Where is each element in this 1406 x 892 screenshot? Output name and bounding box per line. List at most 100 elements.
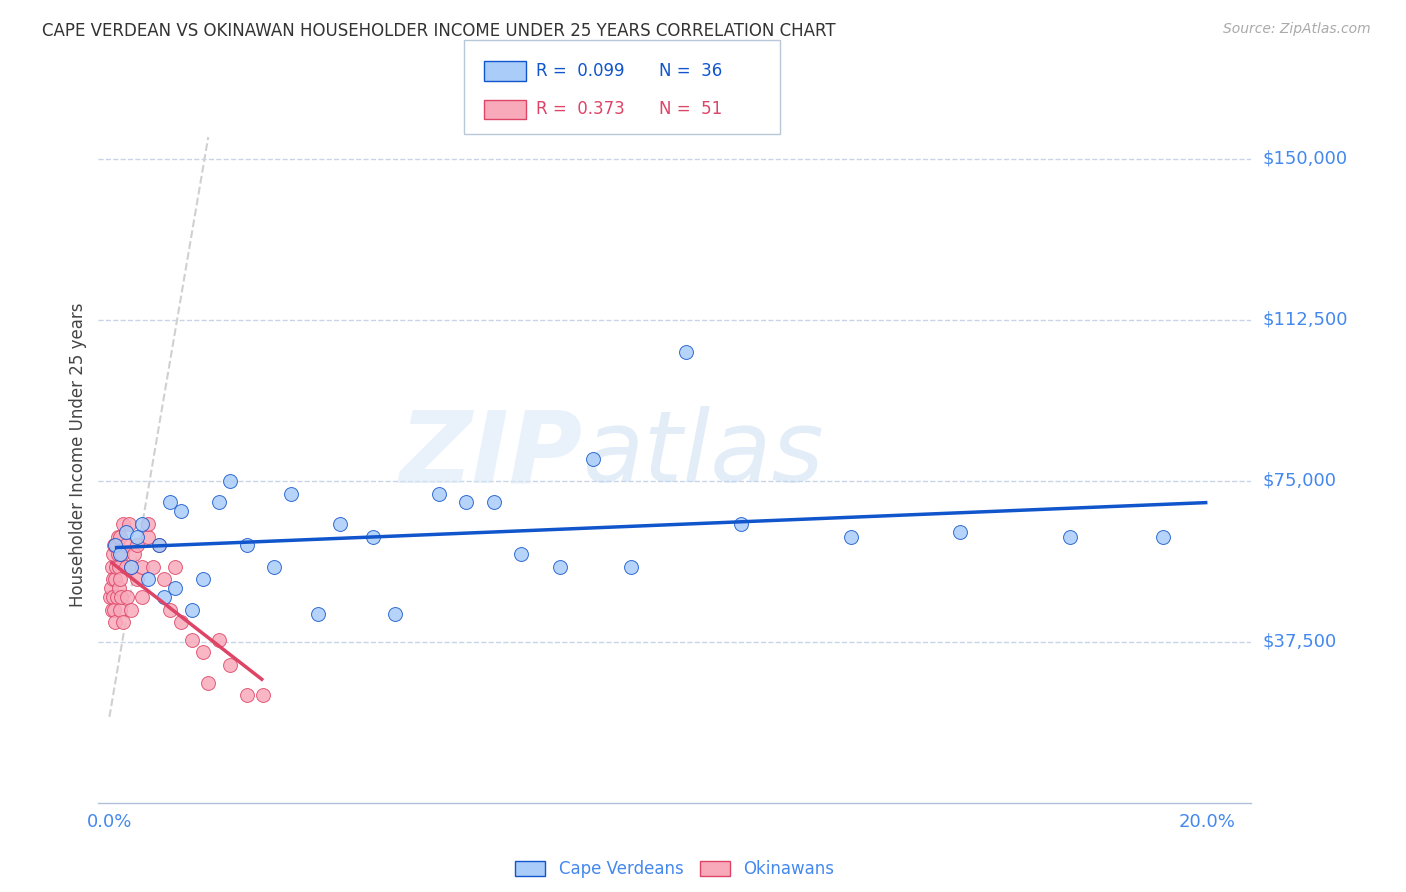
Point: [111, 516, 134, 531]
Point: [153, 590, 176, 604]
Text: ZIP: ZIP: [399, 407, 582, 503]
Point: [101, 559, 124, 574]
Point: [219, 474, 242, 488]
Point: [191, 573, 214, 587]
Y-axis label: Householder Income Under 25 years: Householder Income Under 25 years: [69, 302, 87, 607]
Point: [105, 590, 128, 604]
Text: $37,500: $37,500: [1263, 632, 1337, 651]
Point: [208, 495, 231, 509]
Point: [208, 632, 231, 647]
Point: [107, 581, 129, 595]
Point: [620, 559, 643, 574]
Point: [117, 516, 139, 531]
Point: [235, 689, 257, 703]
Point: [108, 602, 131, 616]
Point: [235, 538, 257, 552]
Point: [165, 581, 187, 595]
Point: [510, 547, 533, 561]
Text: R =  0.099: R = 0.099: [536, 62, 624, 80]
Point: [104, 573, 127, 587]
Point: [170, 504, 193, 518]
Text: CAPE VERDEAN VS OKINAWAN HOUSEHOLDER INCOME UNDER 25 YEARS CORRELATION CHART: CAPE VERDEAN VS OKINAWAN HOUSEHOLDER INC…: [42, 22, 835, 40]
Point: [180, 602, 202, 616]
Point: [131, 590, 153, 604]
Point: [104, 538, 127, 552]
Point: [219, 658, 242, 673]
Point: [1059, 529, 1081, 543]
Point: [148, 538, 170, 552]
Point: [115, 559, 138, 574]
Text: $112,500: $112,500: [1263, 310, 1348, 328]
Point: [361, 529, 384, 543]
Point: [101, 573, 124, 587]
Point: [191, 645, 214, 659]
Legend: Cape Verdeans, Okinawans: Cape Verdeans, Okinawans: [509, 854, 841, 885]
Point: [122, 547, 145, 561]
Point: [730, 516, 752, 531]
Point: [548, 559, 571, 574]
Point: [103, 590, 125, 604]
Point: [252, 689, 274, 703]
Point: [103, 547, 125, 561]
Point: [110, 573, 132, 587]
Point: [104, 615, 127, 630]
Point: [107, 547, 129, 561]
Point: [103, 538, 125, 552]
Point: [120, 602, 142, 616]
Point: [159, 495, 181, 509]
Point: [153, 573, 176, 587]
Point: [125, 573, 148, 587]
Point: [280, 486, 302, 500]
Text: N =  36: N = 36: [659, 62, 723, 80]
Point: [165, 559, 187, 574]
Point: [131, 516, 153, 531]
Text: R =  0.373: R = 0.373: [536, 101, 624, 119]
Point: [136, 516, 159, 531]
Point: [148, 538, 170, 552]
Point: [180, 632, 202, 647]
Point: [110, 529, 132, 543]
Point: [108, 559, 131, 574]
Point: [307, 607, 329, 621]
Point: [100, 581, 122, 595]
Point: [125, 529, 148, 543]
Point: [120, 559, 142, 574]
Point: [949, 525, 972, 540]
Point: [111, 547, 134, 561]
Point: [100, 602, 122, 616]
Point: [136, 573, 159, 587]
Point: [456, 495, 478, 509]
Point: [107, 529, 129, 543]
Text: N =  51: N = 51: [659, 101, 723, 119]
Point: [384, 607, 406, 621]
Text: Source: ZipAtlas.com: Source: ZipAtlas.com: [1223, 22, 1371, 37]
Text: atlas: atlas: [582, 407, 824, 503]
Point: [125, 538, 148, 552]
Point: [263, 559, 285, 574]
Point: [427, 486, 450, 500]
Point: [136, 529, 159, 543]
Point: [104, 559, 127, 574]
Text: $150,000: $150,000: [1263, 150, 1347, 168]
Point: [131, 559, 153, 574]
Point: [482, 495, 505, 509]
Point: [110, 547, 132, 561]
Point: [112, 615, 135, 630]
Point: [100, 590, 122, 604]
Point: [329, 516, 352, 531]
Point: [142, 559, 165, 574]
Point: [159, 602, 181, 616]
Point: [110, 590, 132, 604]
Point: [197, 675, 219, 690]
Text: $75,000: $75,000: [1263, 472, 1337, 490]
Point: [1153, 529, 1175, 543]
Point: [120, 559, 142, 574]
Point: [105, 538, 128, 552]
Point: [115, 538, 138, 552]
Point: [170, 615, 193, 630]
Point: [115, 525, 138, 540]
Point: [115, 590, 138, 604]
Point: [581, 452, 603, 467]
Point: [839, 529, 862, 543]
Point: [103, 602, 125, 616]
